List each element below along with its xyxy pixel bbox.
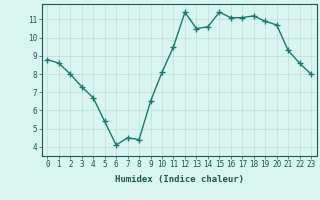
X-axis label: Humidex (Indice chaleur): Humidex (Indice chaleur): [115, 175, 244, 184]
